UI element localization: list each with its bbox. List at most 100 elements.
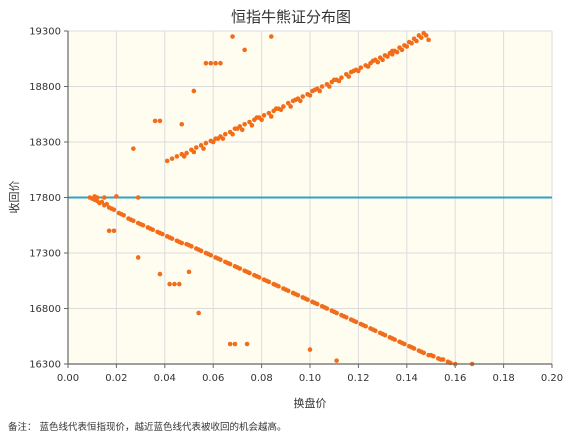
data-point: [399, 47, 405, 53]
data-point: [106, 228, 112, 234]
data-point: [102, 195, 107, 200]
data-point: [215, 136, 221, 141]
data-point: [293, 97, 298, 103]
data-point: [351, 318, 356, 324]
data-point: [341, 313, 347, 319]
data-point: [172, 281, 177, 287]
data-point: [351, 68, 356, 74]
data-point: [273, 106, 279, 111]
x-tick-labels: 0.00 0.02 0.04 0.06 0.08 0.10 0.12 0.14 0.16 0.18…: [57, 373, 563, 384]
data-point: [135, 255, 141, 260]
data-point: [157, 118, 163, 124]
data-point: [147, 226, 153, 231]
data-point: [358, 65, 364, 70]
data-point: [213, 60, 218, 66]
data-point: [206, 251, 211, 257]
data-point: [131, 146, 136, 151]
data-point: [92, 194, 97, 199]
data-point: [266, 110, 272, 116]
data-point: [254, 274, 260, 279]
data-point: [346, 74, 352, 79]
data-point: [114, 194, 119, 199]
data-point: [230, 34, 235, 39]
data-point: [247, 119, 252, 125]
data-point: [399, 340, 405, 346]
data-point: [409, 345, 414, 350]
data-point: [235, 265, 240, 270]
data-point: [128, 217, 134, 222]
data-point: [196, 247, 201, 252]
data-point: [254, 115, 260, 120]
data-point: [283, 287, 289, 292]
data-point: [273, 282, 279, 288]
x-tick-label: 0.18: [492, 373, 514, 384]
data-point: [198, 143, 204, 148]
data-point: [191, 149, 197, 155]
data-point: [365, 64, 371, 69]
y-tick-label: 17300: [29, 249, 61, 260]
data-point: [218, 60, 223, 66]
y-tick-label: 16800: [29, 304, 61, 315]
data-point: [322, 305, 327, 310]
data-point: [152, 118, 158, 124]
y-tick-label: 18800: [29, 82, 61, 93]
x-tick-label: 0.14: [396, 373, 418, 384]
data-point: [109, 206, 114, 211]
data-point: [99, 199, 105, 205]
data-point: [426, 37, 431, 43]
data-point: [409, 40, 414, 46]
data-point: [167, 281, 172, 287]
data-point: [225, 260, 231, 266]
x-tick-label: 0.20: [541, 373, 563, 384]
data-point: [210, 139, 216, 145]
x-tick-label: 0.16: [444, 373, 466, 384]
x-tick-label: 0.00: [57, 373, 79, 384]
data-point: [244, 341, 250, 347]
footnote: 备注： 蓝色线代表恒指现价，越近蓝色线代表被收回的机会越高。: [8, 422, 287, 433]
data-point: [174, 154, 180, 159]
data-point: [385, 54, 390, 59]
data-point: [278, 107, 284, 113]
data-point: [186, 269, 192, 275]
data-point: [389, 336, 395, 341]
data-point: [184, 150, 189, 156]
data-point: [300, 94, 306, 99]
data-point: [438, 357, 443, 362]
data-point: [239, 127, 245, 133]
y-tick-label: 18300: [29, 138, 61, 149]
data-point: [167, 235, 172, 240]
data-point: [118, 211, 124, 217]
data-points: [87, 30, 475, 367]
data-point: [230, 131, 235, 137]
data-point: [249, 123, 255, 128]
data-point: [312, 87, 318, 93]
x-tick-label: 0.12: [347, 373, 369, 384]
data-point: [370, 58, 376, 64]
data-point: [319, 84, 325, 89]
x-tick-label: 0.08: [250, 373, 272, 384]
data-point: [111, 228, 117, 234]
chart-title: 恒指牛熊证分布图: [231, 8, 351, 26]
y-tick-label: 17800: [29, 193, 61, 204]
data-point: [317, 88, 322, 94]
data-point: [268, 34, 274, 39]
data-point: [223, 131, 228, 137]
data-point: [414, 38, 419, 44]
data-point: [281, 104, 286, 109]
data-point: [360, 322, 366, 328]
data-point: [169, 156, 175, 161]
data-point: [244, 269, 250, 275]
data-point: [227, 341, 233, 347]
data-point: [423, 33, 429, 38]
y-tick-label: 19300: [29, 27, 61, 38]
data-point: [428, 352, 434, 358]
data-point: [242, 121, 247, 127]
data-point: [138, 221, 143, 227]
data-point: [259, 117, 264, 123]
data-point: [242, 47, 247, 53]
data-point: [268, 114, 274, 119]
data-point: [404, 44, 410, 49]
data-point: [196, 310, 201, 316]
data-point: [191, 88, 197, 94]
